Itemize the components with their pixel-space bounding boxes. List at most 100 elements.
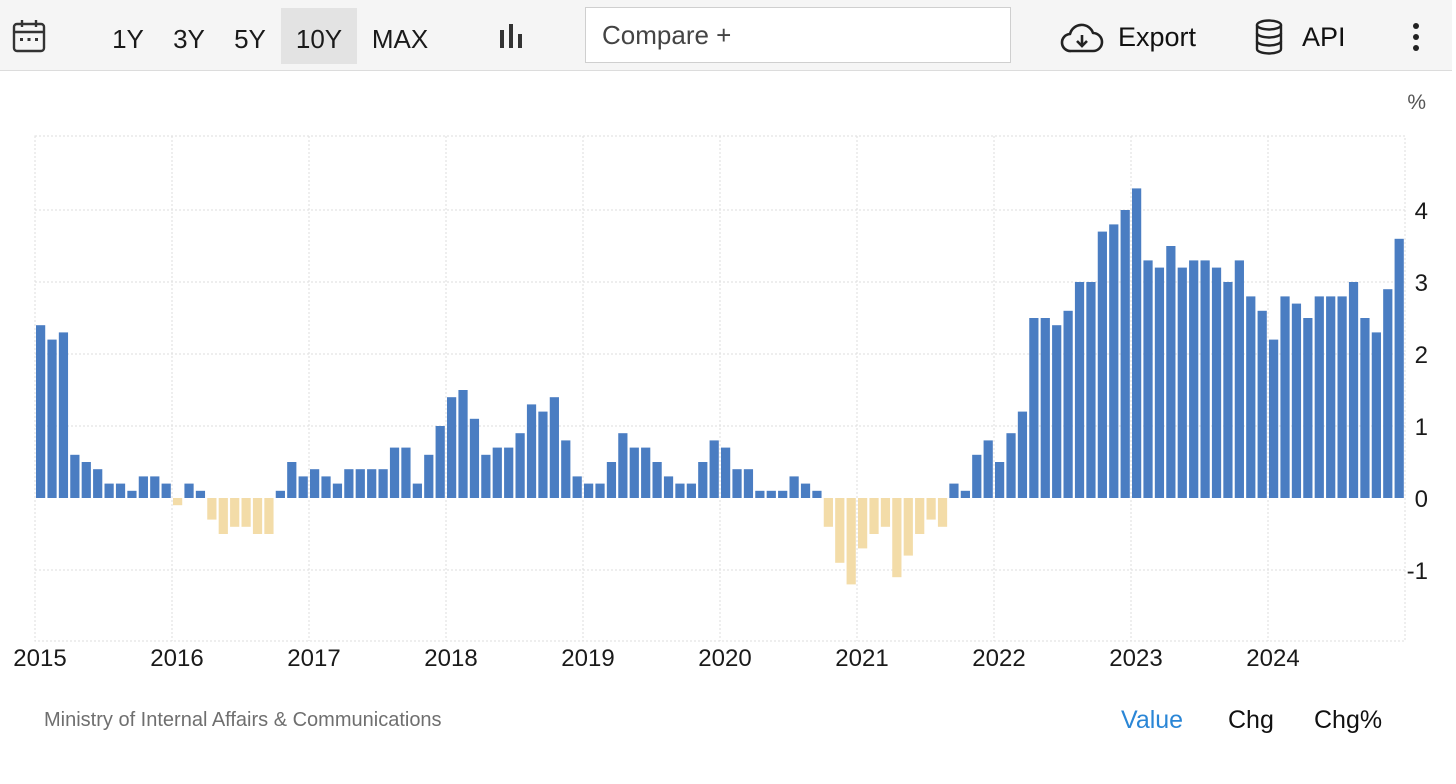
bar: [1291, 303, 1302, 498]
x-tick-label: 2022: [972, 645, 1025, 671]
bar: [412, 483, 422, 498]
bar: [504, 447, 514, 498]
bar: [447, 397, 457, 498]
bar: [1257, 310, 1267, 498]
bar: [835, 498, 845, 563]
bar: [469, 418, 480, 498]
bar: [424, 454, 434, 498]
bar: [1383, 289, 1393, 498]
bar: [1052, 325, 1062, 498]
y-tick-label: 3: [1415, 270, 1428, 297]
bar: [937, 498, 948, 527]
cloud-download-icon[interactable]: [1060, 22, 1104, 54]
bar: [1006, 433, 1016, 498]
toolbar: 1Y 3Y 5Y 10Y MAX Export API: [0, 0, 1452, 71]
bar: [846, 498, 856, 585]
range-10y-button[interactable]: 10Y: [281, 8, 357, 64]
bar: [1269, 339, 1279, 498]
database-icon[interactable]: [1254, 19, 1284, 55]
bar: [1211, 267, 1222, 498]
bar: [184, 483, 194, 498]
tab-chg-percent[interactable]: Chg%: [1314, 706, 1383, 734]
bar: [1223, 282, 1233, 498]
bar: [869, 498, 879, 534]
bar: [355, 469, 365, 498]
bar: [195, 490, 206, 498]
bar: [435, 426, 445, 498]
bar: [1166, 246, 1176, 498]
bar: [207, 498, 217, 520]
x-tick-label: 2015: [13, 645, 66, 671]
bar-chart: -1 0 1 2 3 4% 2015 2016 2017 2018 2019 2020 2021 2022…: [13, 91, 1428, 671]
bar: [58, 332, 69, 498]
bar: [275, 490, 285, 498]
bar: [755, 490, 765, 498]
y-unit-label: %: [1407, 91, 1426, 114]
bar: [880, 498, 891, 527]
bar: [389, 447, 400, 498]
bar: [230, 498, 240, 527]
bar: [481, 454, 491, 498]
bar: [641, 447, 651, 498]
bar: [104, 483, 114, 498]
bar: [915, 498, 925, 534]
range-max-button[interactable]: MAX: [371, 24, 429, 54]
bar-chart-icon[interactable]: [496, 22, 528, 50]
bar: [812, 490, 822, 498]
y-tick-label: 1: [1415, 414, 1428, 441]
bar: [1280, 296, 1290, 498]
x-tick-label: 2023: [1109, 645, 1162, 671]
bar: [47, 339, 57, 498]
bar: [584, 483, 594, 498]
bar: [1337, 296, 1347, 498]
bar: [538, 411, 548, 498]
y-tick-label: 4: [1415, 198, 1428, 225]
x-tick-label: 2017: [287, 645, 340, 671]
bar: [995, 462, 1005, 498]
bar: [515, 433, 525, 498]
range-3y-button[interactable]: 3Y: [173, 24, 205, 54]
bar: [36, 325, 46, 498]
export-button[interactable]: Export: [1118, 22, 1197, 52]
bar: [743, 469, 754, 498]
bar: [127, 490, 137, 498]
bar: [652, 462, 662, 498]
bar: [629, 447, 639, 498]
bar: [721, 447, 731, 498]
range-1y-button[interactable]: 1Y: [112, 24, 144, 54]
bar: [1097, 231, 1107, 498]
tab-chg[interactable]: Chg: [1228, 706, 1274, 734]
bar: [1348, 282, 1359, 498]
bar: [549, 397, 559, 498]
bar: [161, 483, 171, 498]
bar: [298, 476, 308, 498]
bar: [1074, 282, 1085, 498]
bar: [150, 476, 160, 498]
api-button[interactable]: API: [1302, 22, 1346, 52]
bar: [81, 462, 91, 498]
calendar-icon[interactable]: [12, 19, 46, 53]
bar: [1109, 224, 1119, 498]
y-tick-label: 2: [1415, 342, 1428, 369]
range-5y-button[interactable]: 5Y: [234, 24, 266, 54]
bar: [926, 498, 936, 520]
bar: [1132, 188, 1142, 498]
bar: [732, 469, 742, 498]
bar: [1360, 318, 1370, 498]
bar: [321, 476, 331, 498]
bar: [1189, 260, 1199, 498]
more-vertical-icon[interactable]: [1404, 22, 1428, 52]
bar: [241, 498, 251, 527]
bar: [378, 469, 388, 498]
bar: [1017, 411, 1028, 498]
tab-value[interactable]: Value: [1121, 706, 1184, 734]
bar: [983, 440, 993, 498]
bar: [1177, 267, 1187, 498]
bar: [344, 469, 354, 498]
compare-input[interactable]: [585, 7, 1011, 63]
bar: [492, 447, 502, 498]
bar: [401, 447, 411, 498]
bar: [1063, 310, 1073, 498]
x-tick-label: 2021: [835, 645, 888, 671]
bar: [264, 498, 274, 534]
